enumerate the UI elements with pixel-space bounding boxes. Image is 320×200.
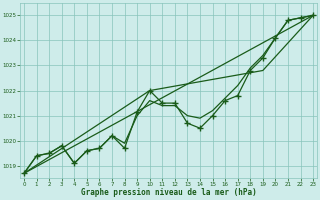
X-axis label: Graphe pression niveau de la mer (hPa): Graphe pression niveau de la mer (hPa): [81, 188, 256, 197]
